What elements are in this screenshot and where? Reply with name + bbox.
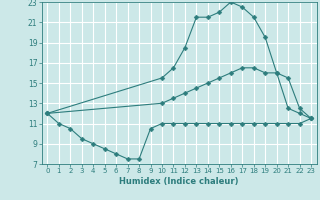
X-axis label: Humidex (Indice chaleur): Humidex (Indice chaleur) (119, 177, 239, 186)
